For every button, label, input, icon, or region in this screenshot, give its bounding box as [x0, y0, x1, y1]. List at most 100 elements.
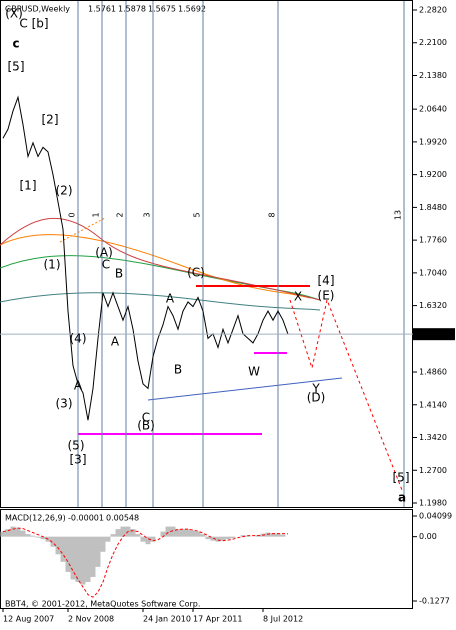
footer: BBT4, © 2001-2012, MetaQuotes Software C… — [5, 600, 200, 609]
ohlc-value: 1.5675 — [148, 5, 176, 14]
macd-bar — [230, 536, 236, 539]
y-tick-label: 2.0640 — [419, 105, 447, 114]
macd-bar — [95, 536, 101, 567]
macd-bar — [20, 530, 26, 537]
y-tick-label: 1.7040 — [419, 268, 447, 277]
macd-bar — [145, 536, 151, 545]
wave-label: Y — [311, 382, 320, 396]
wave-label: [4] — [318, 274, 335, 288]
macd-bar — [15, 527, 21, 537]
cycle-label: 5 — [193, 212, 202, 217]
macd-bar — [30, 535, 36, 537]
macd-bar — [205, 536, 211, 540]
macd-bar — [80, 536, 86, 585]
y-tick-label: 1.8480 — [419, 203, 447, 212]
macd-bar — [50, 536, 56, 547]
y-tick-label: 1.9920 — [419, 137, 447, 146]
ohlc-value: 1.5878 — [118, 5, 146, 14]
wave-label: C [b] — [19, 17, 48, 31]
wave-label: C — [142, 411, 150, 425]
macd-bar — [225, 536, 231, 540]
macd-bar — [110, 534, 116, 537]
macd-bar — [275, 533, 281, 537]
wave-label: (D) — [307, 391, 326, 405]
macd-bar — [160, 531, 166, 537]
wave-label: [1] — [20, 179, 37, 193]
macd-bar — [220, 536, 226, 541]
cycle-label: 0 — [68, 212, 77, 217]
wave-label: B — [174, 363, 182, 377]
moving-average — [0, 217, 321, 301]
macd-bar — [5, 529, 11, 537]
macd-bar — [90, 536, 96, 577]
macd-bar — [280, 534, 286, 537]
wave-label: [3] — [70, 453, 87, 467]
wave-label: A — [74, 379, 83, 393]
macd-bar — [25, 534, 31, 537]
y-tick-label: 1.4860 — [419, 368, 447, 377]
wave-label: [5] — [8, 60, 25, 74]
y-tick-label: 1.9200 — [419, 170, 447, 179]
price-label: 1.5692 — [417, 330, 445, 339]
cycle-label: 13 — [394, 210, 403, 220]
macd-bar — [240, 535, 246, 537]
y-tick-label: 1.6320 — [419, 301, 447, 310]
wave-label: (5) — [68, 439, 85, 453]
signal-line — [2, 527, 289, 598]
wave-label: (C) — [187, 266, 205, 280]
macd-bar — [215, 536, 221, 542]
y-tick-label: 2.2100 — [419, 38, 447, 47]
chart-title: GBPUSD,Weekly — [5, 5, 70, 14]
cycle-label: 1 — [92, 212, 101, 217]
macd-title: MACD(12,26,9) — [5, 514, 66, 523]
ohlc-value: 1.5692 — [178, 5, 206, 14]
macd-bar — [185, 529, 191, 537]
macd-bar — [180, 529, 186, 537]
macd-bar — [75, 536, 81, 583]
moving-average — [0, 255, 321, 301]
macd-reading: 0.00548 — [106, 514, 139, 523]
moving-average — [0, 234, 311, 299]
wave-label: a — [398, 491, 406, 505]
macd-bar — [40, 536, 46, 540]
macd-bar — [0, 531, 6, 537]
macd-bar — [150, 536, 156, 542]
price-box — [413, 328, 455, 341]
x-tick-label: 24 Jan 2010 — [143, 615, 191, 624]
y-tick-label: 1.3420 — [419, 433, 447, 442]
macd-reading: -0.00001 — [68, 514, 104, 523]
wave-label: (X) — [5, 7, 23, 21]
macd-bar — [70, 536, 76, 580]
wave-label: C — [102, 258, 110, 272]
macd-bar — [85, 536, 91, 583]
wave-label: (A) — [95, 246, 113, 260]
y-tick-label: 1.2700 — [419, 466, 447, 475]
cycle-label: 8 — [268, 212, 277, 217]
y-tick-label: 1.1980 — [419, 499, 447, 508]
macd-bar — [200, 534, 206, 537]
macd-bar — [270, 533, 276, 537]
wave-label: (3) — [56, 397, 73, 411]
macd-bar — [165, 526, 171, 537]
macd-bar — [175, 529, 181, 537]
y-tick-label: -0.1277 — [419, 597, 450, 606]
macd-bar — [170, 526, 176, 537]
wave-label: B — [115, 267, 123, 281]
cycle-label: 3 — [143, 212, 152, 217]
wave-label: (1) — [44, 258, 61, 272]
price-panel — [0, 0, 413, 508]
wave-label: [2] — [42, 113, 59, 127]
y-tick-label: 0.04099 — [419, 512, 452, 521]
trendline — [147, 377, 343, 401]
x-tick-label: 17 Apr 2011 — [193, 615, 242, 624]
wave-label: [5] — [393, 471, 410, 485]
macd-bar — [195, 531, 201, 537]
y-tick-label: 1.4140 — [419, 400, 447, 409]
wave-label: A — [111, 335, 120, 349]
y-tick-label: 2.2820 — [419, 6, 447, 15]
wave-label: (B) — [137, 419, 155, 433]
wave-label: c — [12, 37, 19, 51]
wave-label: (E) — [318, 289, 335, 303]
